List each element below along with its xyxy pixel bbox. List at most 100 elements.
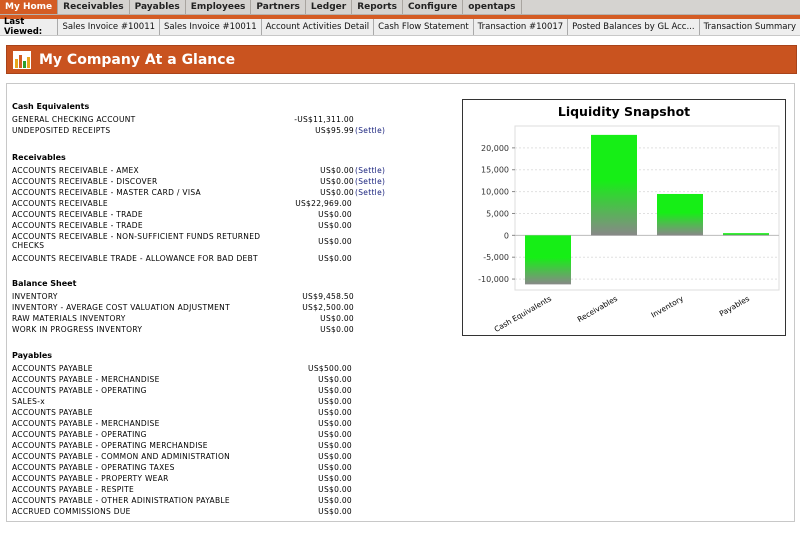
account-amount: US$0.00 [318,419,352,428]
account-row: ACCOUNTS RECEIVABLE US$22,969.00 [12,199,402,210]
account-name: ACCOUNTS RECEIVABLE [12,199,108,208]
account-name: ACCOUNTS PAYABLE [12,364,93,373]
y-tick-label: 15,000 [481,166,509,175]
account-name: ACCOUNTS PAYABLE - OPERATING [12,386,147,395]
account-row: ACCOUNTS PAYABLE - OPERATING TAXES US$0.0… [12,463,402,474]
page-header: My Company At a Glance [6,45,797,74]
account-row: UNDEPOSITED RECEIPTS US$95.99 (Settle) [12,126,402,137]
account-row: ACCOUNTS PAYABLE - OTHER ADINISTRATION P… [12,496,402,507]
account-name: GENERAL CHECKING ACCOUNT [12,115,136,124]
plot-area [514,125,780,291]
top-nav: My Home Receivables Payables Employees Partn… [0,0,800,15]
x-tick-label: Cash Equivalents [493,294,553,334]
account-amount: -US$11,311.00 [294,115,354,124]
settle-link[interactable]: (Settle) [355,177,386,186]
section-title: Cash Equivalents [12,102,90,111]
y-tick-label: 0 [504,231,509,240]
y-tick-label: -10,000 [478,275,509,284]
account-row: ACCOUNTS RECEIVABLE - NON-SUFFICIENT FUN… [12,232,402,252]
account-row: ACCOUNTS PAYABLE US$500.00 [12,364,402,375]
account-row: ACCOUNTS PAYABLE US$0.00 [12,408,402,419]
account-name: ACCOUNTS PAYABLE - PROPERTY WEAR [12,474,169,483]
nav-tab-ledger[interactable]: Ledger [306,0,353,14]
account-amount: US$0.00 [320,177,354,186]
y-tick-label: 5,000 [486,209,509,218]
account-name: ACCOUNTS PAYABLE - COMMON AND ADMINISTRA… [12,452,231,461]
account-row: ACCOUNTS RECEIVABLE - DISCOVER US$0.00 (Se… [12,177,402,188]
account-amount: US$500.00 [308,364,352,373]
account-amount: US$95.99 [315,126,354,135]
account-row: ACCOUNTS RECEIVABLE - MASTER CARD / VISA… [12,188,402,199]
bar-inventory [657,193,703,236]
y-tick-label: 10,000 [481,188,509,197]
glance-panel: Cash Equivalents GENERAL CHECKING ACCOUNT… [6,83,795,522]
account-name: ACCOUNTS PAYABLE - OTHER ADINISTRATION P… [12,496,230,505]
nav-tab-partners[interactable]: Partners [251,0,306,14]
account-amount: US$0.00 [318,375,352,384]
last-viewed-link[interactable]: Account Activities Detail [260,19,374,35]
account-row: ACCOUNTS RECEIVABLE - TRADE US$0.00 [12,210,402,221]
account-amount: US$0.00 [318,408,352,417]
nav-tab-reports[interactable]: Reports [352,0,403,14]
account-amount: US$0.00 [318,441,352,450]
account-name: ACCOUNTS PAYABLE - RESPITE [12,485,135,494]
account-row: ACCOUNTS RECEIVABLE - TRADE US$0.00 [12,221,402,232]
account-row: RAW MATERIALS INVENTORY US$0.00 [12,314,402,325]
account-amount: US$2,500.00 [302,303,354,312]
account-row: ACCOUNTS PAYABLE - MERCHANDISE US$0.00 [12,375,402,386]
x-tick-label: Payables [718,294,751,318]
account-amount: US$0.00 [318,452,352,461]
account-row: ACCOUNTS RECEIVABLE - AMEX US$0.00 (Settle… [12,166,402,177]
account-amount: US$0.00 [320,325,354,334]
chart-title: Liquidity Snapshot [557,104,691,119]
account-amount: US$0.00 [318,237,352,246]
settle-link[interactable]: (Settle) [355,126,386,135]
account-row: SALES-x US$0.00 [12,397,402,408]
account-amount: US$0.00 [318,254,352,263]
account-amount: US$0.00 [318,463,352,472]
account-name: RAW MATERIALS INVENTORY [12,314,126,323]
last-viewed-link[interactable]: Posted Balances by GL Acc... [567,19,698,35]
y-tick-label: 20,000 [481,144,509,153]
account-row: ACCOUNTS PAYABLE - OPERATING US$0.00 [12,386,402,397]
nav-tab-configure[interactable]: Configure [403,0,464,14]
account-amount: US$0.00 [318,485,352,494]
settle-link[interactable]: (Settle) [355,188,386,197]
nav-tab-receivables[interactable]: Receivables [58,0,130,14]
account-row: INVENTORY US$9,458.50 [12,292,402,303]
account-row: INVENTORY - AVERAGE COST VALUATION ADJUS… [12,303,402,314]
account-row: ACCOUNTS PAYABLE - OPERATING US$0.00 [12,430,402,441]
account-name: ACCOUNTS RECEIVABLE - DISCOVER [12,177,158,186]
section-title: Receivables [12,153,66,162]
account-row: ACCRUED COMMISSIONS DUE US$0.00 [12,507,402,518]
last-viewed-bar: Last Viewed: Sales Invoice #10011 Sales I… [0,17,800,37]
nav-tab-my-home[interactable]: My Home [0,0,59,14]
account-name: WORK IN PROGRESS INVENTORY [12,325,143,334]
nav-tab-opentaps[interactable]: opentaps [463,0,522,14]
last-viewed-link[interactable]: Sales Invoice #10011 [57,19,159,35]
account-amount: US$22,969.00 [295,199,352,208]
section-title: Balance Sheet [12,279,77,288]
account-row: ACCOUNTS PAYABLE - COMMON AND ADMINISTRA… [12,452,402,463]
account-amount: US$0.00 [320,166,354,175]
account-amount: US$0.00 [318,474,352,483]
account-name: ACCOUNTS RECEIVABLE - TRADE [12,221,143,230]
settle-link[interactable]: (Settle) [355,166,386,175]
account-amount: US$0.00 [318,386,352,395]
account-name: ACCOUNTS RECEIVABLE - MASTER CARD / VISA [12,188,201,197]
account-row: ACCOUNTS PAYABLE - OPERATING MERCHANDISE… [12,441,402,452]
nav-tab-employees[interactable]: Employees [186,0,252,14]
last-viewed-link[interactable]: Cash Flow Statement [373,19,473,35]
last-viewed-label: Last Viewed: [4,17,43,37]
account-name: ACCOUNTS PAYABLE [12,408,93,417]
nav-tab-payables[interactable]: Payables [130,0,186,14]
last-viewed-link[interactable]: Sales Invoice #10011 [159,19,261,35]
section-title: Payables [12,351,53,360]
account-amount: US$0.00 [320,314,354,323]
liquidity-chart: Liquidity Snapshot -10,000 -5,000 0 5,000 10… [462,99,786,336]
account-name: ACCOUNTS PAYABLE - MERCHANDISE [12,419,160,428]
last-viewed-link[interactable]: Transaction Summary [698,19,800,35]
last-viewed-link[interactable]: Transaction #10017 [472,19,568,35]
bar-payables [723,233,769,236]
account-name: INVENTORY [12,292,58,301]
